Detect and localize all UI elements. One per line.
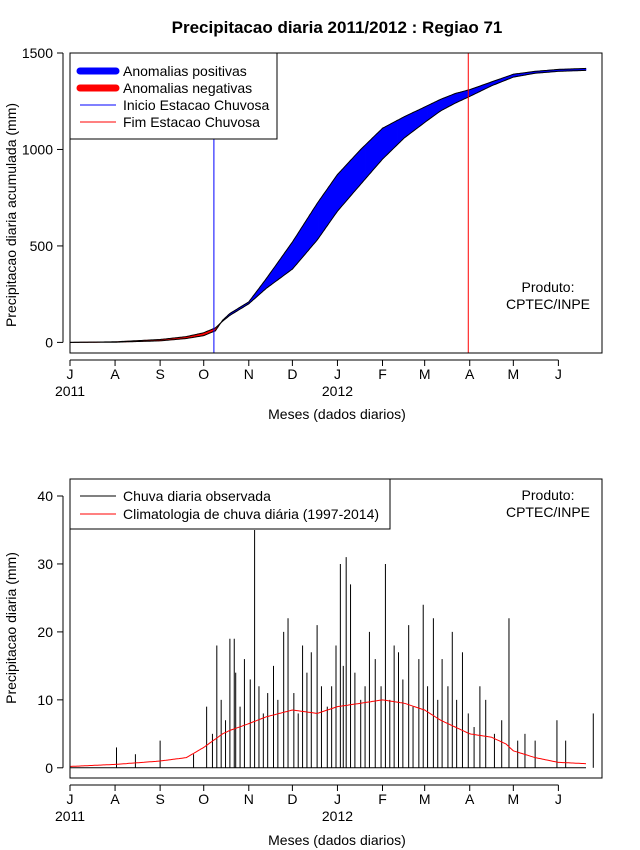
x-tick-label: S xyxy=(155,791,164,807)
legend-label-climatology: Climatologia de chuva diária (1997-2014) xyxy=(123,506,379,522)
y-tick-label: 500 xyxy=(30,238,54,254)
x-tick-label: S xyxy=(155,366,164,382)
x-year-label: 2011 xyxy=(55,808,85,824)
x-tick-label: M xyxy=(507,366,519,382)
x-tick-label: N xyxy=(244,366,254,382)
bottom-product-label: Produto: xyxy=(522,487,575,503)
bottom-legend-box xyxy=(69,478,391,530)
legend-label-positive: Anomalias positivas xyxy=(123,63,247,79)
x-tick-label: A xyxy=(465,366,475,382)
x-tick-label: D xyxy=(287,366,297,382)
x-tick-label: A xyxy=(110,366,120,382)
x-tick-label: M xyxy=(419,366,431,382)
x-tick-label: O xyxy=(198,791,209,807)
x-tick-label: A xyxy=(465,791,475,807)
y-tick-label: 0 xyxy=(45,760,53,776)
x-tick-label: M xyxy=(507,791,519,807)
x-tick-label: F xyxy=(378,791,387,807)
x-tick-label: O xyxy=(198,366,209,382)
x-tick-label: J xyxy=(67,791,74,807)
y-tick-label: 1500 xyxy=(22,45,53,61)
x-tick-label: J xyxy=(334,791,341,807)
top-legend: Anomalias positivas Anomalias negativas … xyxy=(69,52,278,140)
observed-cumulative-line xyxy=(70,67,587,343)
y-tick-label: 0 xyxy=(45,334,53,350)
legend-label-season-start: Inicio Estacao Chuvosa xyxy=(123,97,270,113)
top-y-axis-label: Precipitacao diaria acumulada (mm) xyxy=(3,103,19,327)
x-tick-label: J xyxy=(334,366,341,382)
chart-title: Precipitacao diaria 2011/2012 : Regiao 7… xyxy=(172,18,503,37)
top-plot-area xyxy=(69,53,587,353)
x-year-label: 2012 xyxy=(322,808,353,824)
y-tick-label: 1000 xyxy=(22,141,53,157)
x-tick-label: J xyxy=(555,791,562,807)
bottom-product-name: CPTEC/INPE xyxy=(506,504,590,520)
x-tick-label: J xyxy=(67,366,74,382)
legend-label-negative: Anomalias negativas xyxy=(123,80,252,96)
legend-label-observed: Chuva diaria observada xyxy=(123,488,271,504)
x-tick-label: M xyxy=(419,791,431,807)
top-x-axis-label: Meses (dados diarios) xyxy=(268,406,406,422)
bottom-y-axis-label: Precipitacao diaria (mm) xyxy=(3,552,19,704)
y-tick-label: 40 xyxy=(37,488,53,504)
x-tick-label: A xyxy=(110,791,120,807)
bottom-plot-area xyxy=(70,529,594,769)
x-tick-label: F xyxy=(378,366,387,382)
x-year-label: 2011 xyxy=(55,383,85,399)
y-tick-label: 20 xyxy=(37,624,53,640)
legend-label-season-end: Fim Estacao Chuvosa xyxy=(123,114,260,130)
bottom-x-axis-label: Meses (dados diarios) xyxy=(268,832,406,848)
climatology-cumulative-line xyxy=(70,69,586,343)
y-tick-label: 10 xyxy=(37,692,53,708)
x-tick-label: J xyxy=(555,366,562,382)
bottom-legend: Chuva diaria observada Climatologia de c… xyxy=(69,478,391,530)
x-tick-label: N xyxy=(244,791,254,807)
x-tick-label: D xyxy=(287,791,297,807)
top-product-label: Produto: xyxy=(522,279,575,295)
top-legend-box xyxy=(69,52,278,140)
top-plot-frame xyxy=(69,52,603,354)
top-product-name: CPTEC/INPE xyxy=(506,296,590,312)
x-year-label: 2012 xyxy=(322,383,353,399)
y-tick-label: 30 xyxy=(37,556,53,572)
climatology-daily-line xyxy=(70,699,587,767)
